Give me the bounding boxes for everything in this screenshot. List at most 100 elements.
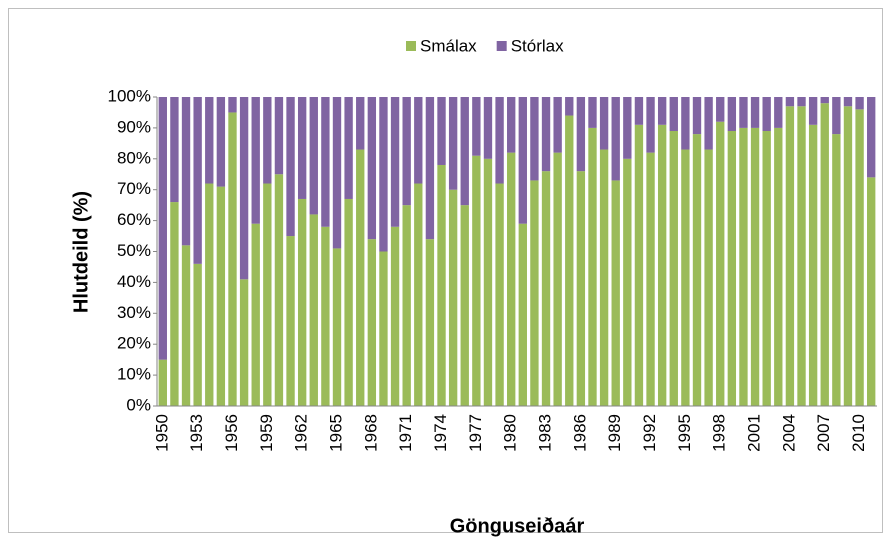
bar-segment bbox=[181, 97, 191, 246]
bar-segment bbox=[228, 97, 237, 113]
x-tick-label: 1986 bbox=[570, 414, 589, 452]
bar-segment bbox=[367, 97, 377, 240]
bar-segment bbox=[611, 97, 620, 181]
bar-segment bbox=[507, 97, 516, 153]
y-tick-label: 10% bbox=[117, 365, 151, 384]
bar-segment bbox=[681, 149, 690, 406]
legend-label: Smálax bbox=[420, 36, 477, 55]
x-tick-label: 2007 bbox=[814, 414, 833, 452]
bar-segment bbox=[565, 115, 574, 406]
bar-segment bbox=[727, 130, 737, 407]
legend-swatch bbox=[496, 41, 507, 51]
bar-segment bbox=[518, 97, 527, 224]
bar-segment bbox=[390, 97, 400, 227]
bar-segment bbox=[321, 97, 330, 227]
bar-segment bbox=[263, 97, 272, 184]
bar-segment bbox=[297, 97, 307, 199]
bar-segment bbox=[205, 97, 214, 184]
y-tick-label: 100% bbox=[108, 86, 151, 105]
bar-segment bbox=[472, 97, 481, 156]
x-tick-label: 1989 bbox=[605, 414, 624, 452]
bar-segment bbox=[762, 130, 771, 407]
x-tick-label: 1983 bbox=[536, 414, 555, 452]
bar-segment bbox=[507, 152, 516, 406]
x-tick-label: 1977 bbox=[466, 414, 485, 452]
bar-segment bbox=[216, 186, 226, 406]
bar-segment bbox=[495, 183, 504, 406]
bar-segment bbox=[716, 121, 725, 406]
bar-segment bbox=[228, 112, 237, 406]
bar-segment bbox=[762, 97, 771, 131]
bar-segment bbox=[553, 97, 562, 153]
x-tick-label: 1992 bbox=[640, 414, 659, 452]
bar-segment bbox=[599, 97, 609, 150]
bar-segment bbox=[344, 97, 353, 199]
legend-swatch bbox=[406, 41, 416, 51]
bar-segment bbox=[669, 97, 678, 131]
bar-segment bbox=[379, 97, 388, 252]
bar-segment bbox=[588, 97, 597, 128]
bar-segment bbox=[832, 97, 841, 135]
bar-segment bbox=[495, 97, 504, 184]
bar-segment bbox=[158, 359, 167, 406]
x-tick-label: 1995 bbox=[675, 414, 694, 452]
bar-segment bbox=[530, 180, 539, 406]
bar-segment bbox=[634, 124, 644, 406]
bar-segment bbox=[750, 97, 760, 128]
y-tick-label: 20% bbox=[117, 334, 151, 353]
bar-segment bbox=[472, 155, 481, 406]
bar-segment bbox=[414, 97, 423, 184]
bar-segment bbox=[611, 180, 620, 406]
x-tick-label: 1950 bbox=[152, 414, 171, 452]
x-axis-label: Gönguseiðaár bbox=[450, 515, 585, 537]
bar-segment bbox=[785, 97, 795, 107]
bar-segment bbox=[344, 198, 353, 406]
bar-segment bbox=[669, 130, 678, 407]
bar-segment bbox=[774, 97, 783, 128]
bar-segment bbox=[843, 106, 853, 407]
x-tick-label: 1971 bbox=[396, 414, 415, 452]
bar-segment bbox=[820, 103, 829, 407]
bar-segment bbox=[565, 97, 574, 116]
y-tick-label: 80% bbox=[117, 148, 151, 167]
bar-segment bbox=[402, 97, 411, 206]
bar-segment bbox=[309, 214, 318, 406]
bar-segment bbox=[367, 239, 377, 406]
bar-segment bbox=[681, 97, 690, 150]
bar-segment bbox=[448, 189, 458, 406]
bar-segment bbox=[170, 97, 179, 203]
x-tick-label: 2004 bbox=[779, 414, 798, 452]
x-tick-label: 1965 bbox=[326, 414, 345, 452]
x-tick-label: 1959 bbox=[257, 414, 276, 452]
bar-segment bbox=[332, 97, 342, 249]
bar-segment bbox=[483, 158, 493, 406]
y-tick-label: 60% bbox=[117, 210, 151, 229]
bar-segment bbox=[448, 97, 458, 190]
bar-segment bbox=[321, 226, 330, 406]
bar-segment bbox=[785, 106, 795, 407]
bar-segment bbox=[460, 97, 469, 206]
x-tick-label: 1980 bbox=[501, 414, 520, 452]
bar-segment bbox=[437, 164, 446, 406]
y-tick-label: 90% bbox=[117, 117, 151, 136]
bar-segment bbox=[646, 97, 655, 153]
bar-segment bbox=[356, 97, 365, 150]
bar-segment bbox=[692, 97, 702, 135]
bar-segment bbox=[216, 97, 226, 187]
bar-segment bbox=[646, 152, 655, 406]
bar-segment bbox=[855, 109, 864, 407]
x-tick-label: 1968 bbox=[361, 414, 380, 452]
bar-segment bbox=[541, 171, 551, 406]
bar-segment bbox=[286, 236, 295, 406]
bar-segment bbox=[181, 245, 191, 406]
bar-segment bbox=[797, 106, 806, 407]
bar-segment bbox=[414, 183, 423, 406]
bar-segment bbox=[867, 177, 876, 406]
bar-segment bbox=[239, 279, 249, 406]
bar-segment bbox=[727, 97, 737, 131]
bar-segment bbox=[460, 205, 469, 406]
bar-segment bbox=[576, 171, 586, 406]
bar-segment bbox=[657, 97, 667, 125]
bar-segment bbox=[867, 97, 876, 178]
x-tick-label: 1974 bbox=[431, 414, 450, 452]
